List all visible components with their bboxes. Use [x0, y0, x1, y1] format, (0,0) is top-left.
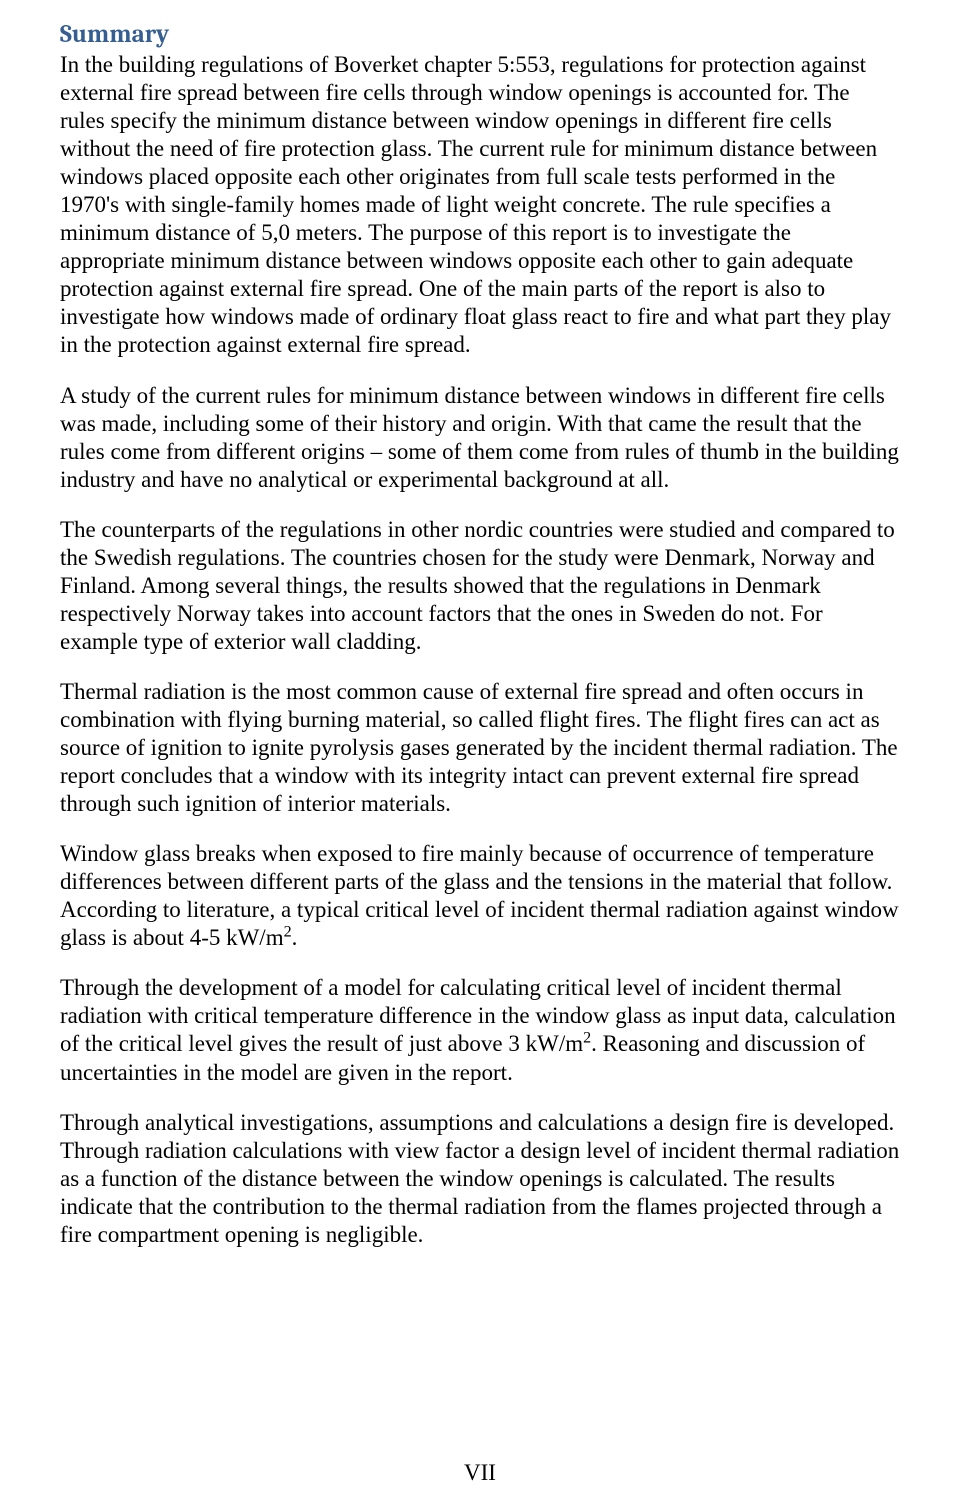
summary-heading: Summary	[60, 20, 900, 49]
paragraph-4: Thermal radiation is the most common cau…	[60, 678, 900, 818]
paragraph-2: A study of the current rules for minimum…	[60, 382, 900, 494]
paragraph-6: Through the development of a model for c…	[60, 974, 900, 1086]
paragraph-5: Window glass breaks when exposed to fire…	[60, 840, 900, 952]
paragraph-7: Through analytical investigations, assum…	[60, 1109, 900, 1249]
document-page: Summary In the building regulations of B…	[0, 0, 960, 1508]
paragraph-1: In the building regulations of Boverket …	[60, 51, 900, 360]
page-number: VII	[0, 1460, 960, 1486]
paragraph-3: The counterparts of the regulations in o…	[60, 516, 900, 656]
